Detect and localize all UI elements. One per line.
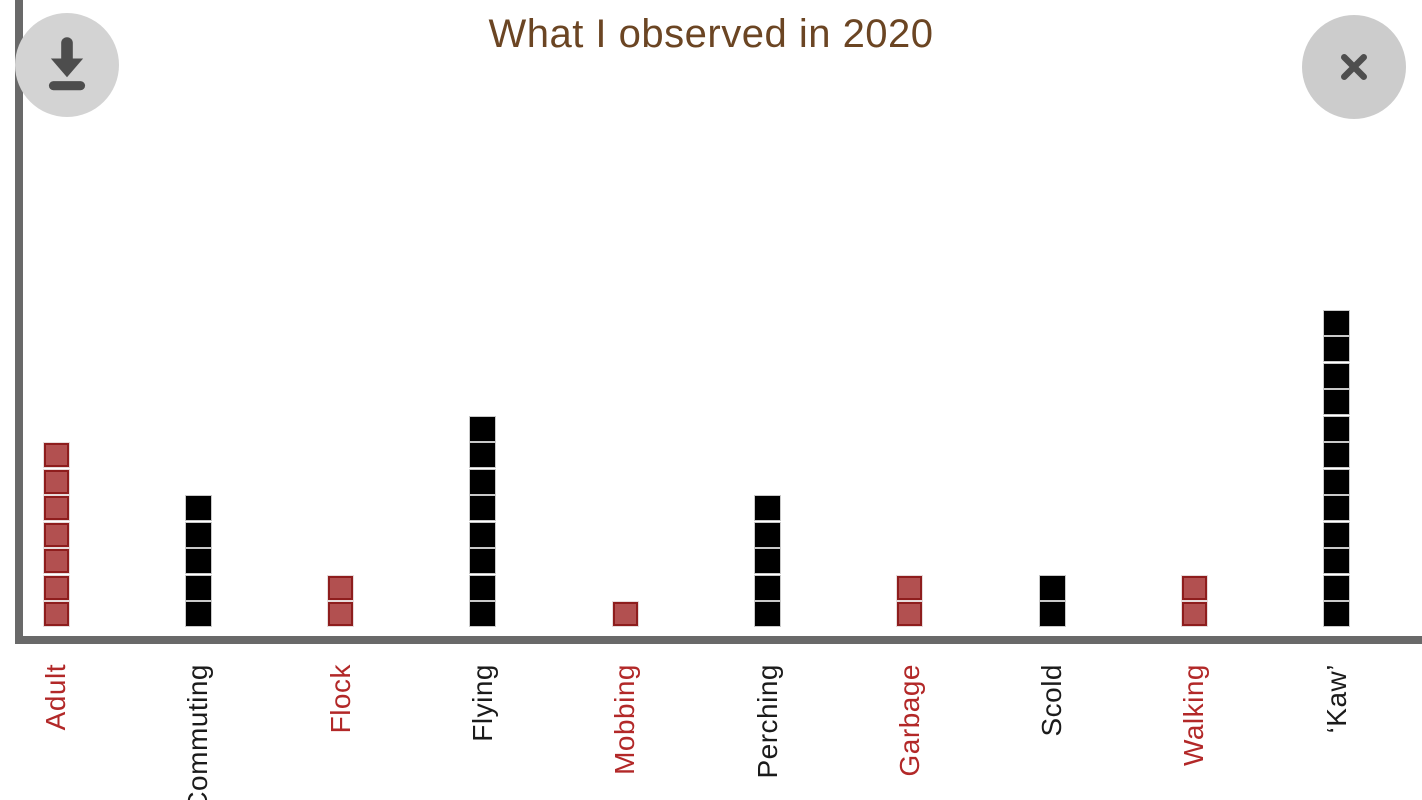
observation-square xyxy=(185,602,211,626)
bar-commuting xyxy=(185,496,211,626)
category-label-perching: Perching xyxy=(751,664,783,779)
observation-square xyxy=(1324,602,1350,626)
observation-square xyxy=(897,575,923,600)
bar-flock xyxy=(328,575,354,626)
bar-walking xyxy=(1181,575,1207,626)
observation-square xyxy=(43,443,69,467)
observation-square xyxy=(1324,575,1350,600)
observation-square xyxy=(43,602,69,626)
observation-square xyxy=(755,575,780,600)
observation-square xyxy=(470,416,496,441)
category-label-flying: Flying xyxy=(466,664,498,742)
observation-square xyxy=(1324,416,1350,441)
observation-square xyxy=(1039,602,1065,626)
observation-square xyxy=(755,496,780,520)
observation-square xyxy=(43,496,69,520)
category-label-commuting: Commuting xyxy=(182,664,214,800)
download-icon xyxy=(48,37,86,91)
observation-square xyxy=(1324,310,1350,335)
bar-flying xyxy=(470,416,496,626)
category-label-walking: Walking xyxy=(1178,664,1210,767)
observation-square xyxy=(328,602,354,626)
observation-square xyxy=(1324,337,1350,361)
observation-square xyxy=(43,522,69,547)
category-label-garbage: Garbage xyxy=(893,664,925,777)
observation-square xyxy=(470,549,496,573)
observation-square xyxy=(470,522,496,547)
bar-mobbing xyxy=(612,602,638,626)
observation-square xyxy=(470,575,496,600)
observation-square xyxy=(1324,522,1350,547)
observation-square xyxy=(755,602,780,626)
observation-square xyxy=(1324,363,1350,388)
observation-square xyxy=(185,496,211,520)
close-button[interactable] xyxy=(1302,15,1406,119)
observation-square xyxy=(185,549,211,573)
category-label-flock: Flock xyxy=(324,664,356,734)
observation-square xyxy=(755,549,780,573)
observation-square xyxy=(470,443,496,467)
download-button[interactable] xyxy=(15,13,119,117)
observation-square xyxy=(1181,575,1207,600)
close-icon xyxy=(1341,54,1367,80)
bar-adult xyxy=(43,443,69,626)
observation-square xyxy=(43,469,69,494)
bar-scold xyxy=(1039,575,1065,626)
observation-square xyxy=(43,549,69,573)
observation-square xyxy=(1181,602,1207,626)
observation-square xyxy=(755,522,780,547)
observation-square xyxy=(470,602,496,626)
observation-square xyxy=(897,602,923,626)
observation-square xyxy=(470,469,496,494)
bar-kaw xyxy=(1324,310,1350,626)
category-label-mobbing: Mobbing xyxy=(609,664,641,775)
observation-square xyxy=(1324,390,1350,414)
observation-square xyxy=(612,602,638,626)
observation-square xyxy=(1324,496,1350,520)
observation-square xyxy=(185,575,211,600)
category-label-kaw: ‘Kaw’ xyxy=(1320,664,1352,734)
observation-square xyxy=(43,575,69,600)
observation-square xyxy=(1324,549,1350,573)
observation-square xyxy=(1324,469,1350,494)
y-axis-line xyxy=(15,0,23,644)
observation-square xyxy=(1324,443,1350,467)
category-label-adult: Adult xyxy=(40,664,71,731)
observation-square xyxy=(185,522,211,547)
category-label-scold: Scold xyxy=(1036,664,1068,737)
bar-perching xyxy=(755,496,780,626)
bar-garbage xyxy=(897,575,923,626)
observation-square xyxy=(328,575,354,600)
observation-square xyxy=(1039,575,1065,600)
x-axis-line xyxy=(15,636,1422,644)
observation-square xyxy=(470,496,496,520)
chart-title: What I observed in 2020 xyxy=(488,12,934,56)
